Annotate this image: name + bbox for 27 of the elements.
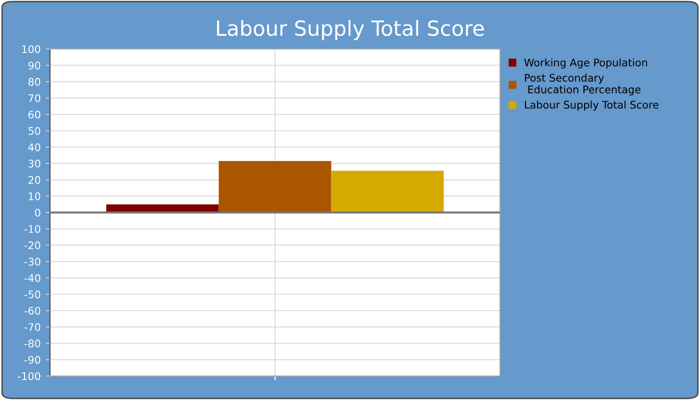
y-tick-label: -10: [24, 225, 40, 233]
y-tick-label: 70: [28, 94, 40, 102]
bar: [218, 161, 332, 212]
y-tick-label: 30: [28, 160, 40, 168]
legend-label: Working Age Population: [524, 58, 648, 68]
y-tick-label: 0: [35, 208, 40, 217]
y-tick-label: -100: [18, 372, 40, 380]
y-tick-label: 80: [28, 78, 40, 86]
y-tick-label: -30: [24, 258, 40, 266]
legend-label: Post Secondary Education Percentage: [524, 74, 640, 96]
bar: [331, 170, 444, 212]
y-tick-label: 40: [28, 143, 40, 152]
y-tick-label: -80: [24, 340, 40, 348]
y-tick-label: -60: [24, 306, 40, 315]
y-tick-label: -50: [24, 290, 40, 298]
y-tick-label: 60: [28, 110, 40, 119]
y-tick-label: -90: [24, 356, 40, 364]
chart-title: Labour Supply Total Score: [217, 20, 484, 40]
y-tick-label: -70: [24, 323, 40, 332]
y-tick-label: 10: [28, 192, 40, 200]
y-tick-label: -40: [24, 274, 40, 282]
legend-label: Labour Supply Total Score: [524, 100, 658, 111]
y-tick-label: 50: [28, 126, 40, 135]
y-tick-label: -20: [24, 241, 40, 250]
y-tick-label: 90: [28, 62, 40, 70]
y-tick-label: 20: [28, 176, 40, 184]
y-tick-label: 100: [22, 45, 40, 54]
